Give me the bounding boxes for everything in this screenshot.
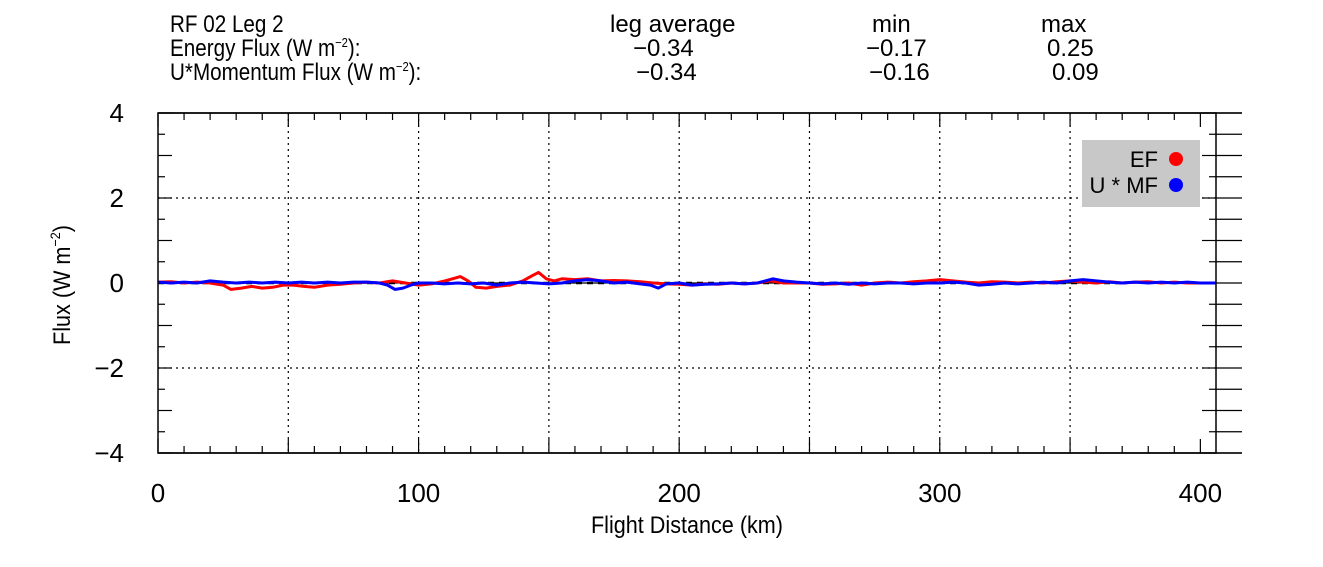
y-axis-label: Flux (W m−2)	[47, 225, 75, 345]
energy-flux-min: −0.17	[866, 35, 927, 62]
y-tick-label: 2	[110, 183, 124, 213]
legend-label-ef: EF	[1130, 147, 1158, 172]
momentum-flux-min: −0.16	[869, 59, 930, 86]
x-tick-label: 200	[657, 478, 700, 508]
col-header-max: max	[1041, 11, 1087, 38]
y-tick-label: −2	[94, 353, 124, 383]
momentum-flux-label: U*Momentum Flux (W m−2):	[170, 59, 422, 86]
legend-marker-ef	[1169, 152, 1183, 166]
legend-label-umf: U * MF	[1090, 173, 1158, 198]
col-header-leg-average: leg average	[610, 11, 736, 38]
ef-series-line	[157, 270, 1216, 291]
plot-frame	[157, 112, 1217, 454]
y-tick-labels: 4 2 0 −2 −4	[94, 98, 124, 468]
x-tick-label: 0	[151, 478, 165, 508]
y-tick-label: 0	[110, 268, 124, 298]
y-tick-label: −4	[94, 438, 124, 468]
x-tick-label: 300	[918, 478, 961, 508]
leg-title: RF 02 Leg 2	[170, 11, 284, 38]
momentum-flux-avg: −0.34	[636, 59, 697, 86]
x-tick-labels: 0 100 200 300 400	[151, 478, 1222, 508]
col-header-min: min	[872, 11, 911, 38]
x-axis-label: Flight Distance (km)	[591, 511, 783, 538]
legend-box	[1082, 140, 1200, 207]
x-tick-label: 100	[397, 478, 440, 508]
energy-flux-max: 0.25	[1047, 35, 1094, 62]
energy-flux-label: Energy Flux (W m−2):	[170, 35, 361, 62]
umf-series-line	[157, 277, 1216, 291]
x-tick-label: 400	[1179, 478, 1222, 508]
energy-flux-avg: −0.34	[633, 35, 694, 62]
y-tick-label: 4	[110, 98, 124, 128]
legend: EF U * MF	[1082, 140, 1200, 207]
momentum-flux-max: 0.09	[1052, 59, 1099, 86]
legend-marker-umf	[1169, 178, 1183, 192]
